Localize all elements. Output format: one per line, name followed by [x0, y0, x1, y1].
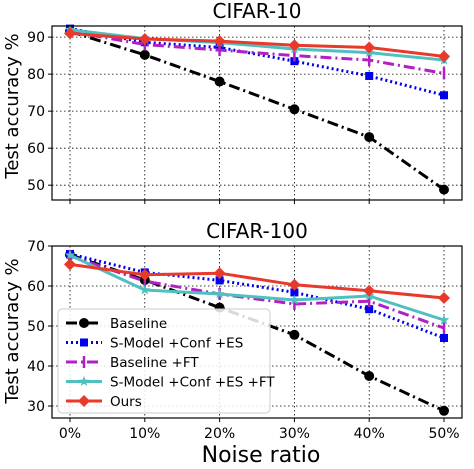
data-point: [139, 49, 150, 60]
legend-item: Baseline +FT: [66, 355, 199, 371]
data-point: [438, 314, 450, 325]
y-axis-label-top: Test accuracy %: [2, 33, 23, 179]
legend-box: [57, 308, 271, 414]
data-point: [138, 268, 151, 281]
legend-label: Baseline +FT: [110, 355, 199, 371]
legend: Baseline S-Model +Conf +ES Baseline +FT S-M…: [57, 308, 275, 414]
data-point: [64, 27, 76, 40]
data-point: [365, 71, 374, 80]
data-point: [289, 329, 300, 340]
data-point: [288, 39, 301, 52]
x-axis-label: Noise ratio: [202, 443, 321, 468]
y-tick-label: 90: [27, 30, 45, 46]
series-baseline-ft: [68, 25, 446, 80]
series-line: [69, 31, 445, 58]
legend-item: Ours: [66, 394, 142, 410]
x-tick-label: 20%: [204, 426, 235, 442]
x-tick-label: 50%: [428, 426, 459, 442]
panel-cifar-10: CIFAR-10 50 60 70 80 90: [27, 0, 463, 204]
data-point: [64, 249, 76, 260]
data-point: [364, 371, 375, 381]
plot-frame: [51, 25, 463, 201]
data-point: [214, 288, 225, 299]
series-line: [69, 252, 445, 340]
series-ours: [64, 258, 450, 304]
y-tick-label: 60: [27, 279, 45, 295]
data-point: [440, 334, 448, 342]
data-point: [290, 288, 299, 297]
legend-item: Baseline: [66, 316, 167, 332]
y-axis-label-bottom: Test accuracy %: [2, 258, 23, 404]
y-tick-label: 70: [27, 104, 45, 120]
legend-marker: [78, 376, 90, 386]
x-tick-label: 40%: [354, 426, 385, 442]
series-baseline: [65, 26, 449, 195]
series-line: [69, 30, 445, 75]
x-tick-label: 10%: [129, 426, 160, 442]
data-point: [213, 35, 226, 48]
legend-label: Ours: [110, 394, 142, 410]
data-point: [364, 132, 375, 143]
data-point: [214, 76, 225, 87]
data-point: [139, 284, 151, 295]
data-point: [363, 41, 376, 54]
legend-marker: [78, 395, 90, 407]
data-point: [438, 50, 450, 63]
panel-title: CIFAR-100: [206, 219, 308, 243]
series-ours: [64, 27, 450, 63]
legend-label: Baseline: [110, 316, 167, 332]
data-point: [64, 258, 76, 271]
x-tick-label: 30%: [279, 426, 310, 442]
plot-frame: [51, 245, 463, 419]
data-point: [440, 91, 448, 100]
y-tick-label: 40: [27, 359, 45, 375]
legend-marker: [79, 318, 89, 328]
data-point: [213, 267, 226, 280]
data-point: [289, 104, 300, 115]
data-point: [289, 294, 300, 305]
data-point: [138, 32, 151, 45]
x-tick-label: 0%: [59, 426, 81, 442]
y-tick-label: 60: [27, 141, 45, 157]
y-tick-label: 50: [27, 178, 45, 194]
data-point: [439, 184, 449, 195]
series-line: [69, 253, 445, 322]
data-point: [365, 305, 374, 314]
y-tick-label: 30: [27, 399, 45, 415]
data-point: [288, 278, 301, 291]
series-line: [69, 28, 445, 62]
series-line: [69, 27, 445, 97]
y-tick-label: 80: [27, 67, 45, 83]
legend-label: S-Model +Conf +ES: [110, 336, 243, 352]
series-line: [69, 262, 445, 300]
data-point: [215, 276, 224, 285]
legend-label: S-Model +Conf +ES +FT: [110, 375, 275, 391]
legend-item: S-Model +Conf +ES +FT: [66, 375, 275, 391]
data-point: [363, 284, 376, 297]
panel-title: CIFAR-10: [213, 0, 302, 23]
y-tick-label: 70: [27, 239, 45, 255]
data-point: [438, 292, 450, 304]
y-tick-label: 50: [27, 319, 45, 335]
data-point: [439, 405, 449, 416]
legend-marker: [80, 338, 88, 347]
series-line: [69, 30, 445, 191]
series-line: [69, 254, 445, 330]
legend-item: S-Model +Conf +ES: [66, 336, 243, 352]
